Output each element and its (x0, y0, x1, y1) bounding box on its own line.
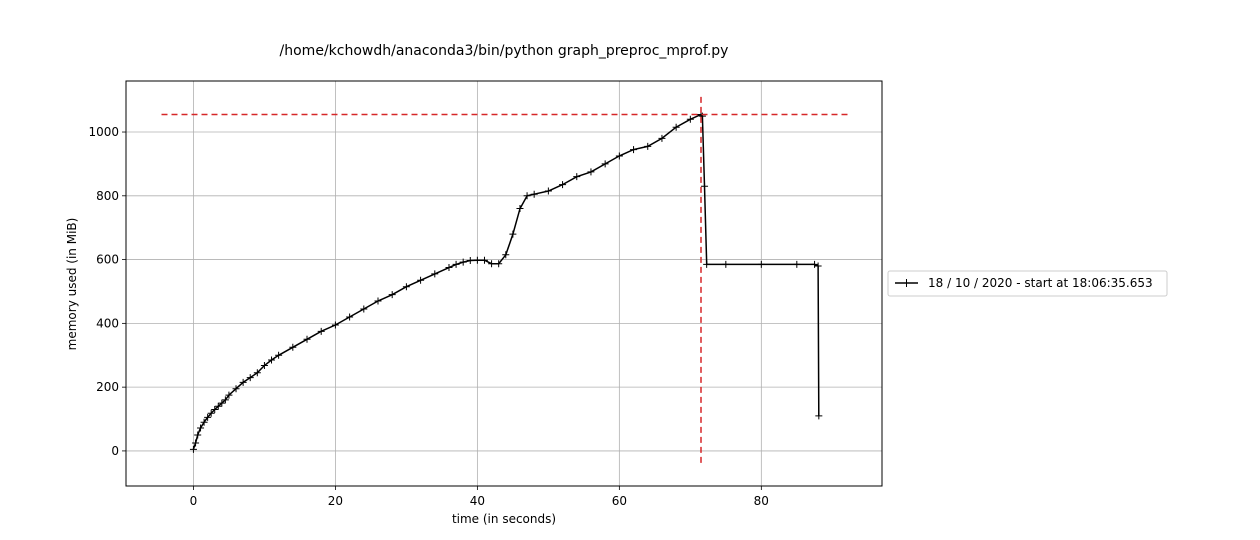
data-point (260, 361, 268, 369)
data-point (573, 173, 581, 181)
data-point (615, 152, 623, 160)
data-point (431, 270, 439, 278)
y-axis-label: memory used (in MiB) (65, 218, 79, 351)
data-point (686, 115, 694, 123)
data-point (530, 190, 538, 198)
data-point (722, 260, 730, 268)
data-point (757, 260, 765, 268)
data-point (459, 258, 467, 266)
data-point (221, 396, 229, 404)
plot-frame (125, 80, 883, 487)
y-tick-label: 1000 (88, 125, 119, 139)
data-point (268, 356, 276, 364)
data-point (402, 283, 410, 291)
data-point (814, 262, 822, 270)
data-point (701, 182, 709, 190)
data-point (207, 409, 215, 417)
data-point (495, 260, 503, 268)
data-point (698, 112, 706, 120)
data-point (275, 351, 283, 359)
data-point (211, 405, 219, 413)
x-tick-label: 60 (612, 494, 627, 508)
x-tick-label: 0 (190, 494, 198, 508)
data-point (559, 181, 567, 189)
data-point (417, 276, 425, 284)
chart-title: /home/kchowdh/anaconda3/bin/python graph… (280, 43, 729, 59)
y-tick-label: 200 (96, 380, 119, 394)
data-point (218, 399, 226, 407)
data-point (811, 260, 819, 268)
data-point (192, 439, 200, 447)
chart-marks (161, 96, 851, 467)
legend-box (887, 270, 1168, 297)
data-point (360, 305, 368, 313)
data-point (587, 168, 595, 176)
data-point (703, 260, 711, 268)
data-point (204, 413, 212, 421)
data-point (214, 402, 222, 410)
data-point (194, 431, 202, 439)
data-point (488, 260, 496, 268)
data-point (239, 378, 247, 386)
data-point (473, 256, 481, 264)
data-point (303, 335, 311, 343)
data-point (197, 424, 205, 432)
data-point (225, 391, 233, 399)
data-point (509, 230, 517, 238)
y-tick-label: 800 (96, 189, 119, 203)
legend: 18 / 10 / 2020 - start at 18:06:35.653 (887, 270, 1168, 297)
data-point (480, 256, 488, 264)
series-line (192, 113, 820, 450)
data-point (672, 123, 680, 131)
data-point (189, 445, 197, 453)
data-point (658, 134, 666, 142)
data-point (544, 187, 552, 195)
data-point (523, 192, 531, 200)
data-point (289, 343, 297, 351)
data-point (815, 412, 823, 420)
data-point (388, 291, 396, 299)
grid (126, 81, 882, 486)
data-point (346, 313, 354, 321)
y-tick-label: 0 (111, 444, 119, 458)
data-point (601, 160, 609, 168)
data-point (502, 251, 510, 259)
x-tick-label: 80 (754, 494, 769, 508)
x-tick-label: 40 (470, 494, 485, 508)
data-point (246, 374, 254, 382)
data-point (630, 146, 638, 154)
legend-entry: 18 / 10 / 2020 - start at 18:06:35.653 (928, 276, 1153, 290)
data-point (644, 142, 652, 150)
data-point (331, 321, 339, 329)
data-point (200, 418, 208, 426)
data-point (516, 205, 524, 213)
data-point (452, 260, 460, 268)
legend-marker (902, 279, 911, 287)
data-point (793, 260, 801, 268)
data-point (317, 327, 325, 335)
data-point (445, 264, 453, 272)
y-tick-label: 400 (96, 316, 119, 330)
data-point (466, 257, 474, 265)
data-point (253, 369, 261, 377)
data-point (374, 297, 382, 305)
data-point (232, 385, 240, 393)
x-tick-label: 20 (328, 494, 343, 508)
y-tick-label: 600 (96, 253, 119, 267)
x-axis-label: time (in seconds) (452, 512, 556, 526)
